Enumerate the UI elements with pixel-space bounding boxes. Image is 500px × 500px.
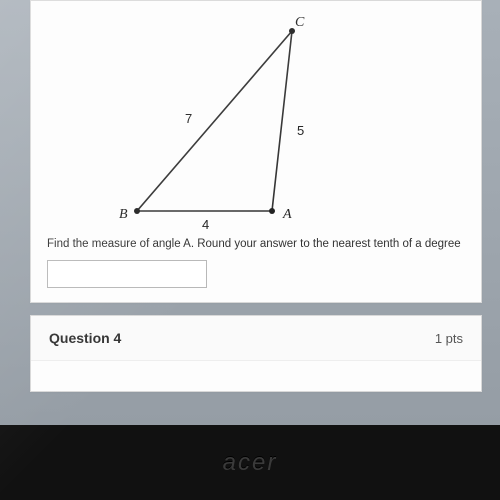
- laptop-brand: acer: [223, 449, 278, 477]
- question-card: B A C 7 5 4 Find the measure of angle A.…: [30, 0, 482, 303]
- triangle-figure: B A C 7 5 4: [97, 11, 357, 236]
- next-question-label: Question 4: [49, 330, 121, 346]
- triangle-svg: [97, 11, 357, 236]
- quiz-content: B A C 7 5 4 Find the measure of angle A.…: [0, 0, 500, 425]
- question-text: Find the measure of angle A. Round your …: [47, 238, 465, 250]
- side-label-ca: 5: [297, 123, 304, 138]
- next-question-body: [31, 361, 481, 391]
- next-question-header: Question 4 1 pts: [31, 316, 481, 361]
- next-question-card: Question 4 1 pts: [30, 315, 482, 392]
- side-label-bc: 7: [185, 111, 192, 126]
- vertex-label-c: C: [295, 15, 304, 31]
- vertex-label-a: A: [283, 207, 292, 223]
- answer-input[interactable]: [47, 260, 207, 288]
- next-question-points: 1 pts: [435, 331, 463, 346]
- side-label-ba: 4: [202, 217, 209, 232]
- vertex-label-b: B: [119, 207, 128, 223]
- laptop-bezel: acer: [0, 425, 500, 500]
